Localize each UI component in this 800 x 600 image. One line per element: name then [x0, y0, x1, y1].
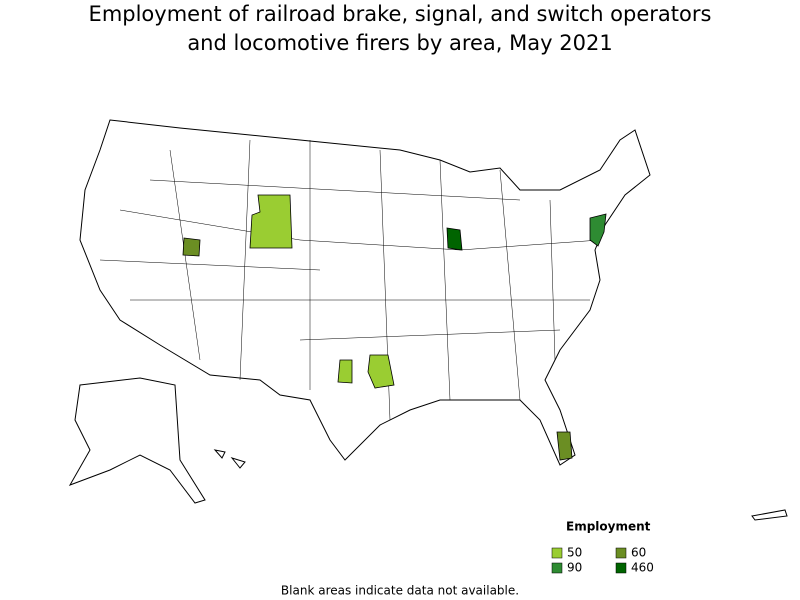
puerto-rico	[751, 509, 788, 521]
area	[589, 213, 607, 247]
legend-title: Employment	[566, 520, 651, 534]
area	[337, 354, 395, 389]
legend-swatch	[615, 562, 627, 574]
map	[68, 119, 788, 521]
legend-label: 90	[567, 561, 582, 575]
legend-swatch	[551, 562, 563, 574]
legend-swatch	[551, 547, 563, 559]
area	[556, 431, 573, 461]
area	[182, 237, 201, 257]
area	[446, 227, 463, 251]
hawaii	[213, 449, 246, 469]
legend-swatch	[615, 547, 627, 559]
legend-label: 60	[631, 546, 646, 560]
footnote: Blank areas indicate data not available.	[281, 584, 519, 598]
title-line: Employment of railroad brake, signal, an…	[89, 2, 712, 26]
legend-label: 460	[631, 561, 654, 575]
area	[249, 194, 293, 249]
title-line: and locomotive firers by area, May 2021	[187, 31, 612, 55]
legend: 50 60 90 460	[551, 546, 654, 575]
legend-label: 50	[567, 546, 582, 560]
alaska	[68, 377, 206, 504]
